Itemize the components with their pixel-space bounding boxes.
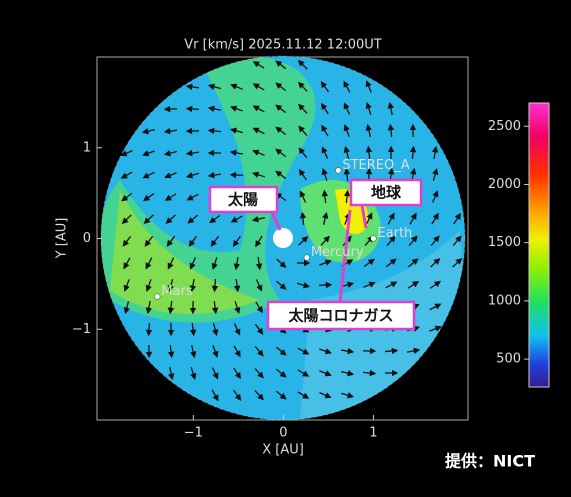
y-tick-label: −1: [72, 322, 91, 337]
colorbar-tick-label: 2500: [488, 119, 521, 134]
body-marker: [155, 294, 161, 300]
y-tick-label: 1: [83, 140, 91, 155]
x-tick-label: 0: [279, 426, 287, 441]
flow-arrow: [215, 279, 216, 291]
y-axis-label: Y [AU]: [55, 218, 70, 260]
body-marker: [304, 255, 310, 261]
body-label: Mars: [161, 284, 193, 299]
x-tick-label: −1: [184, 426, 203, 441]
chart-title: Vr [km/s] 2025.11.12 12:00UT: [184, 38, 382, 53]
y-tick-label: 0: [83, 231, 91, 246]
colorbar: [529, 103, 549, 387]
body-label: STEREO_A: [342, 158, 409, 173]
body-marker: [336, 168, 342, 174]
colorbar-tick-label: 500: [496, 352, 521, 367]
flow-arrow: [319, 285, 331, 286]
colorbar-tick-label: 2000: [488, 177, 521, 192]
body-label: Mercury: [311, 245, 364, 260]
flow-arrow: [187, 109, 199, 110]
flow-arrow: [165, 109, 177, 110]
flow-arrow: [149, 323, 150, 335]
sun: [273, 228, 293, 248]
x-tick-label: 1: [369, 426, 377, 441]
colorbar-tick-label: 1000: [488, 293, 521, 308]
x-axis-label: X [AU]: [262, 443, 304, 458]
body-marker: [371, 236, 377, 242]
colorbar-tick-label: 1500: [488, 235, 521, 250]
annotation: 太陽: [228, 191, 258, 209]
annotation: 太陽コロナガス: [288, 307, 393, 325]
body-label: Earth: [377, 226, 412, 241]
annotation: 地球: [371, 184, 402, 202]
credit: 提供：NICT: [445, 452, 535, 471]
